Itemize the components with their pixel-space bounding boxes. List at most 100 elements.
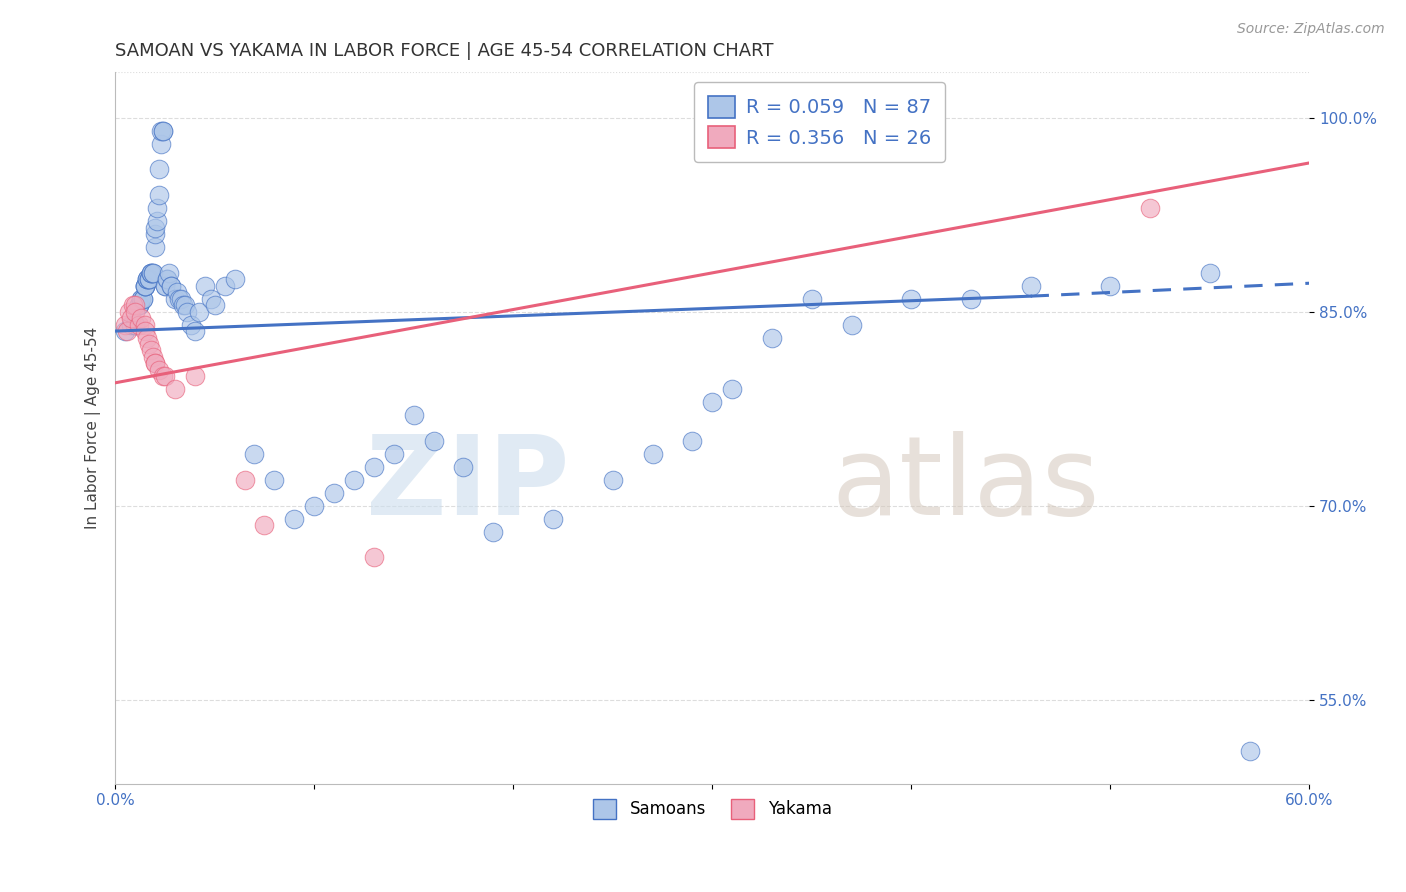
Point <box>143 227 166 241</box>
Point <box>422 434 444 448</box>
Point <box>1099 278 1122 293</box>
Point <box>187 304 209 318</box>
Point <box>143 220 166 235</box>
Point <box>263 473 285 487</box>
Point <box>132 292 155 306</box>
Point <box>138 272 160 286</box>
Point <box>139 266 162 280</box>
Point <box>184 324 207 338</box>
Point <box>146 214 169 228</box>
Point <box>114 324 136 338</box>
Point <box>129 311 152 326</box>
Point <box>114 318 136 332</box>
Point <box>115 324 138 338</box>
Point <box>149 123 172 137</box>
Point <box>146 201 169 215</box>
Point <box>138 337 160 351</box>
Point <box>160 278 183 293</box>
Point <box>129 292 152 306</box>
Point <box>142 350 165 364</box>
Point <box>382 447 405 461</box>
Point <box>453 459 475 474</box>
Point <box>402 408 425 422</box>
Text: atlas: atlas <box>831 432 1099 539</box>
Point <box>900 292 922 306</box>
Point <box>134 278 156 293</box>
Point <box>142 266 165 280</box>
Point <box>142 266 165 280</box>
Point <box>132 292 155 306</box>
Point <box>152 369 174 384</box>
Point <box>363 550 385 565</box>
Point <box>761 330 783 344</box>
Point <box>128 298 150 312</box>
Point <box>143 356 166 370</box>
Point <box>122 298 145 312</box>
Point <box>243 447 266 461</box>
Point <box>134 324 156 338</box>
Point <box>136 272 159 286</box>
Point <box>541 511 564 525</box>
Point <box>721 382 744 396</box>
Point <box>138 272 160 286</box>
Point <box>148 162 170 177</box>
Point <box>128 298 150 312</box>
Point <box>170 292 193 306</box>
Point <box>482 524 505 539</box>
Point <box>363 459 385 474</box>
Point <box>120 318 142 332</box>
Point <box>253 518 276 533</box>
Legend: Samoans, Yakama: Samoans, Yakama <box>586 793 838 825</box>
Point <box>163 292 186 306</box>
Point <box>702 395 724 409</box>
Point <box>128 318 150 332</box>
Point <box>167 292 190 306</box>
Point <box>148 188 170 202</box>
Point <box>194 278 217 293</box>
Point <box>124 318 146 332</box>
Point <box>153 369 176 384</box>
Point <box>152 123 174 137</box>
Point <box>134 278 156 293</box>
Point <box>302 499 325 513</box>
Point <box>184 369 207 384</box>
Point <box>800 292 823 306</box>
Point <box>173 298 195 312</box>
Point <box>1239 744 1261 758</box>
Point <box>283 511 305 525</box>
Point <box>136 272 159 286</box>
Point <box>124 304 146 318</box>
Point <box>1139 201 1161 215</box>
Point <box>214 278 236 293</box>
Text: ZIP: ZIP <box>366 432 569 539</box>
Point <box>143 356 166 370</box>
Point <box>163 382 186 396</box>
Text: SAMOAN VS YAKAMA IN LABOR FORCE | AGE 45-54 CORRELATION CHART: SAMOAN VS YAKAMA IN LABOR FORCE | AGE 45… <box>115 42 773 60</box>
Point <box>157 266 180 280</box>
Point <box>139 266 162 280</box>
Point <box>323 485 346 500</box>
Point <box>128 298 150 312</box>
Point <box>166 285 188 300</box>
Point <box>156 272 179 286</box>
Point <box>143 240 166 254</box>
Point <box>134 278 156 293</box>
Point <box>160 278 183 293</box>
Point <box>172 298 194 312</box>
Point <box>134 278 156 293</box>
Point <box>149 136 172 151</box>
Point <box>138 272 160 286</box>
Point <box>204 298 226 312</box>
Point <box>176 304 198 318</box>
Point <box>148 363 170 377</box>
Point <box>1198 266 1220 280</box>
Point <box>1019 278 1042 293</box>
Point <box>224 272 246 286</box>
Point <box>129 292 152 306</box>
Point <box>124 298 146 312</box>
Point <box>120 311 142 326</box>
Point <box>960 292 983 306</box>
Point <box>124 318 146 332</box>
Point <box>841 318 863 332</box>
Point <box>156 272 179 286</box>
